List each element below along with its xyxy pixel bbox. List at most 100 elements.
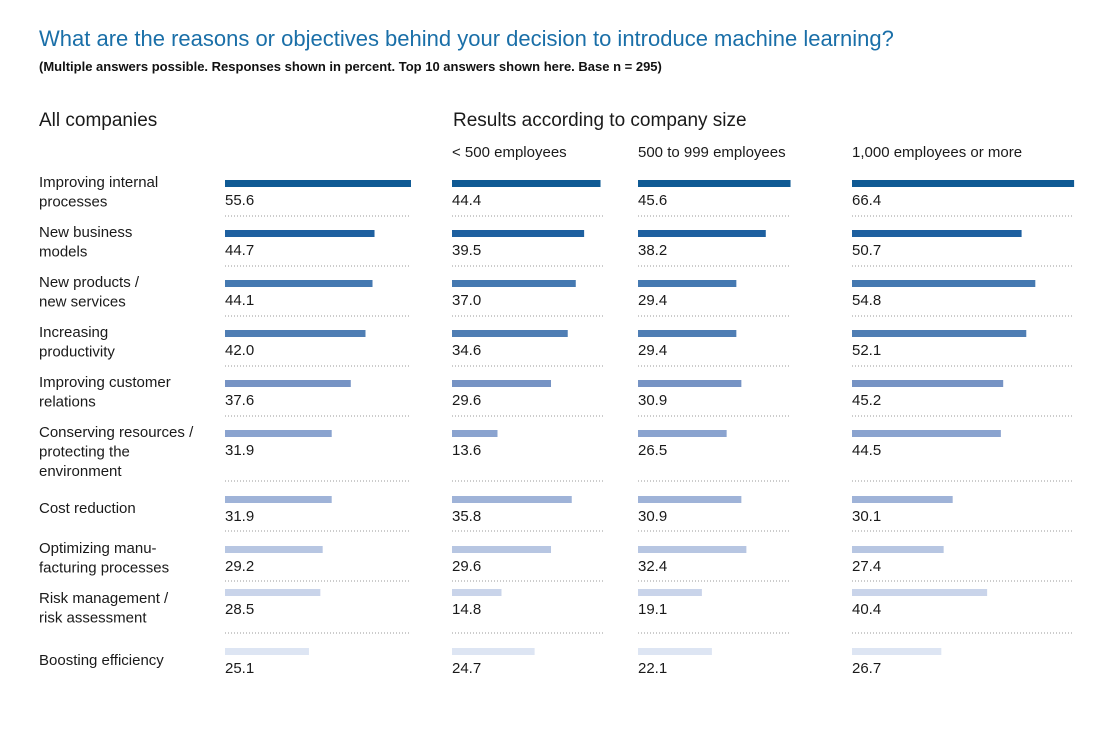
- value-label: 32.4: [638, 558, 667, 575]
- category-label-line: processes: [39, 194, 107, 211]
- category-label-line: models: [39, 244, 87, 261]
- category-label-line: new services: [39, 294, 126, 311]
- bar: [638, 230, 766, 237]
- bar: [452, 648, 535, 655]
- category-label: Improving customer relations: [39, 374, 171, 411]
- category-label-line: protecting the: [39, 444, 130, 461]
- category-label-line: Increasing: [39, 324, 108, 341]
- bar: [638, 496, 742, 503]
- category-label-line: Optimizing manu-: [39, 540, 157, 557]
- bar: [452, 180, 601, 187]
- category-label: Cost reduction: [39, 500, 136, 517]
- category-label: New products / new services: [39, 274, 140, 311]
- bar: [225, 330, 366, 337]
- category-label-line: Improving internal: [39, 174, 158, 191]
- bar: [638, 648, 712, 655]
- bar: [638, 180, 791, 187]
- value-label: 14.8: [452, 601, 481, 618]
- bar: [852, 180, 1075, 187]
- category-label: Improving internal processes: [39, 174, 158, 211]
- category-label: Increasing productivity: [39, 324, 115, 361]
- value-label: 44.7: [225, 242, 254, 259]
- bar: [225, 180, 411, 187]
- value-label: 29.6: [452, 392, 481, 409]
- category-label-line: Risk management /: [39, 590, 169, 607]
- bar: [852, 430, 1001, 437]
- category-label: Risk management / risk assessment: [39, 590, 169, 627]
- bar: [452, 430, 498, 437]
- bar: [452, 380, 552, 387]
- value-label: 29.6: [452, 558, 481, 575]
- value-label: 29.4: [638, 292, 667, 309]
- bar: [225, 589, 321, 596]
- bar: [225, 496, 332, 503]
- bar: [852, 496, 953, 503]
- category-label-line: facturing processes: [39, 560, 169, 577]
- bar: [452, 230, 585, 237]
- value-label: 40.4: [852, 601, 881, 618]
- bar: [852, 330, 1027, 337]
- value-label: 66.4: [852, 192, 881, 209]
- chart-title: What are the reasons or objectives behin…: [39, 26, 894, 51]
- category-label: New business models: [39, 224, 132, 261]
- value-label: 50.7: [852, 242, 881, 259]
- series-header: < 500 employees: [452, 144, 567, 161]
- value-label: 29.2: [225, 558, 254, 575]
- value-label: 42.0: [225, 342, 254, 359]
- category-label-line: Improving customer: [39, 374, 171, 391]
- category-label: Boosting efficiency: [39, 652, 164, 669]
- value-label: 37.6: [225, 392, 254, 409]
- bar: [225, 380, 351, 387]
- value-label: 45.6: [638, 192, 667, 209]
- bar: [852, 546, 944, 553]
- value-label: 26.5: [638, 442, 667, 459]
- bar: [638, 380, 742, 387]
- bar: [452, 280, 576, 287]
- category-label: Optimizing manu-facturing processes: [39, 540, 169, 577]
- value-label: 55.6: [225, 192, 254, 209]
- value-label: 26.7: [852, 660, 881, 677]
- value-label: 30.1: [852, 508, 881, 525]
- value-label: 52.1: [852, 342, 881, 359]
- value-label: 13.6: [452, 442, 481, 459]
- value-label: 45.2: [852, 392, 881, 409]
- value-label: 24.7: [452, 660, 481, 677]
- value-label: 22.1: [638, 660, 667, 677]
- value-label: 35.8: [452, 508, 481, 525]
- bar: [225, 230, 375, 237]
- series-header: 500 to 999 employees: [638, 144, 786, 161]
- all-companies-header: All companies: [39, 110, 157, 131]
- bar: [225, 280, 373, 287]
- bar: [852, 280, 1036, 287]
- bar: [225, 430, 332, 437]
- series-header: 1,000 employees or more: [852, 144, 1022, 161]
- category-label-line: Conserving resources /: [39, 424, 194, 441]
- bar: [452, 589, 502, 596]
- bar: [638, 430, 727, 437]
- category-label-line: New business: [39, 224, 132, 241]
- category-label-line: productivity: [39, 344, 115, 361]
- value-label: 31.9: [225, 508, 254, 525]
- category-label-line: Boosting efficiency: [39, 652, 164, 669]
- category-label-line: New products /: [39, 274, 140, 291]
- value-label: 44.4: [452, 192, 481, 209]
- bar: [852, 648, 942, 655]
- value-label: 34.6: [452, 342, 481, 359]
- value-label: 29.4: [638, 342, 667, 359]
- value-label: 39.5: [452, 242, 481, 259]
- bar: [452, 546, 552, 553]
- bar: [225, 546, 323, 553]
- bar: [638, 589, 702, 596]
- chart-subtitle: (Multiple answers possible. Responses sh…: [39, 59, 662, 74]
- value-label: 19.1: [638, 601, 667, 618]
- value-label: 30.9: [638, 508, 667, 525]
- bar: [452, 330, 568, 337]
- category-label: Conserving resources / protecting the envi…: [39, 424, 194, 480]
- bar: [225, 648, 309, 655]
- value-label: 25.1: [225, 660, 254, 677]
- value-label: 38.2: [638, 242, 667, 259]
- value-label: 27.4: [852, 558, 881, 575]
- value-label: 31.9: [225, 442, 254, 459]
- value-label: 54.8: [852, 292, 881, 309]
